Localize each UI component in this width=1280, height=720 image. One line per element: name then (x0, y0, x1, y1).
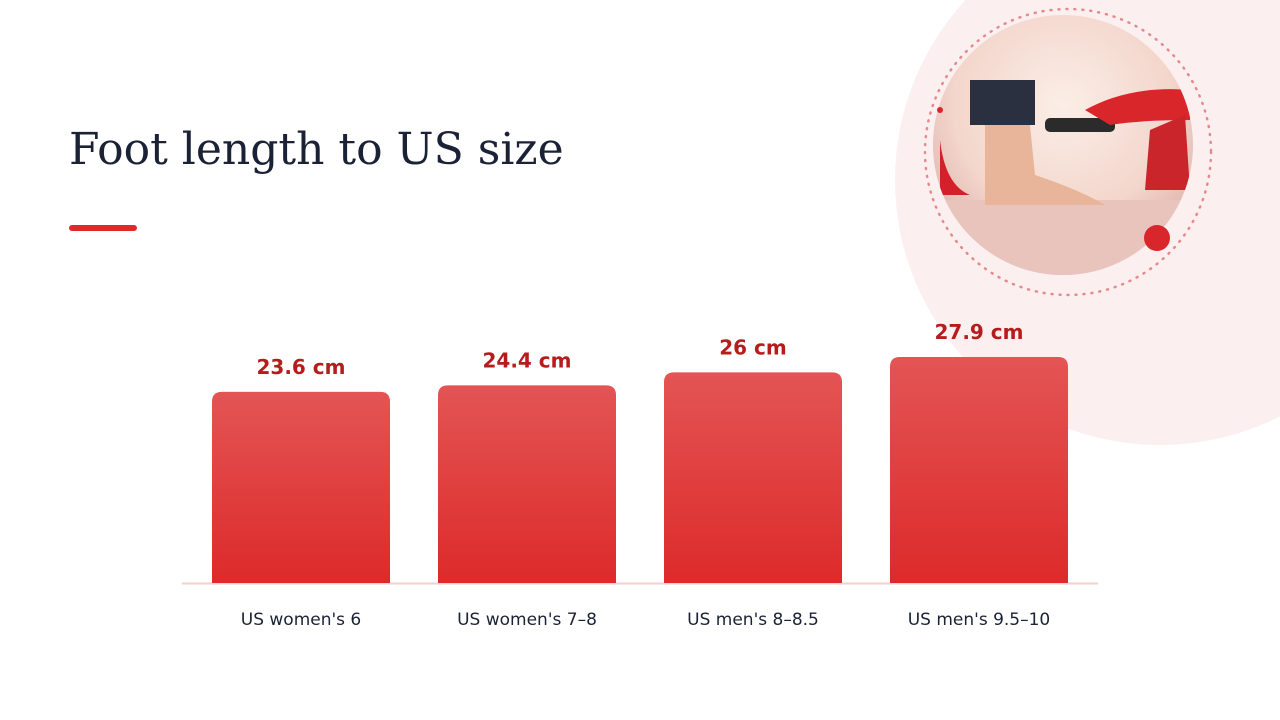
value-label: 27.9 cm (934, 320, 1023, 344)
x-tick-label: US women's 6 (241, 610, 362, 630)
x-tick-label: US men's 9.5–10 (908, 610, 1051, 630)
bar (438, 385, 616, 583)
value-label: 23.6 cm (256, 355, 345, 379)
bar (212, 391, 390, 583)
chart-title: Foot length to US size (69, 124, 564, 175)
bar (890, 357, 1068, 583)
x-tick-label: US women's 7–8 (457, 610, 597, 630)
bar (664, 372, 842, 583)
value-label: 24.4 cm (482, 348, 571, 372)
x-tick-label: US men's 8–8.5 (687, 610, 819, 630)
decoration (69, 0, 1280, 445)
value-label: 26 cm (719, 335, 787, 359)
